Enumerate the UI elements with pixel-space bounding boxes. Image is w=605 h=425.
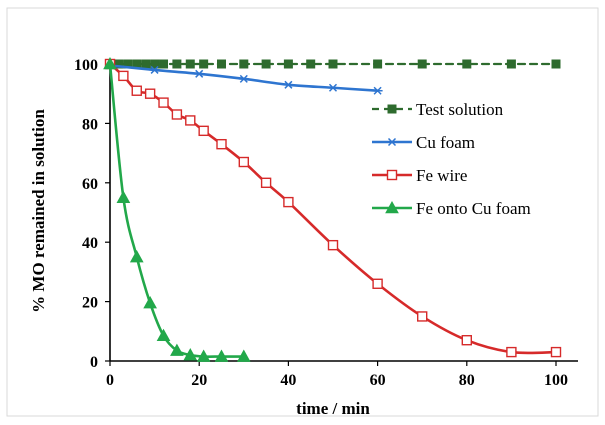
x-tick-label: 80 [459,372,475,389]
legend-label: Fe wire [416,166,467,185]
data-point [217,59,226,69]
data-point [260,177,272,189]
data-point [194,69,205,78]
data-point [283,59,293,69]
legend-item: Cu foam [372,133,475,152]
data-point [185,115,196,126]
data-point [159,59,169,69]
data-point [328,59,338,69]
x-tick-label: 0 [106,372,114,389]
data-point [172,59,182,69]
data-point [150,59,160,69]
data-point [372,278,383,289]
data-point [183,348,198,361]
legend-marker [386,169,398,181]
data-point [551,59,561,69]
data-point [261,59,271,69]
series-fe-onto-cu-foam [103,56,251,362]
data-point [283,196,294,208]
data-point [143,296,157,309]
y-tick-label: 100 [74,57,98,74]
x-tick-label: 100 [544,372,568,389]
data-point [103,56,117,70]
y-tick-label: 80 [82,116,98,133]
data-point [185,59,195,69]
legend-marker [387,104,397,114]
data-point [141,59,151,69]
data-point [283,80,294,89]
legend-label: Fe onto Cu foam [416,199,531,218]
data-point [417,311,428,322]
data-point [116,190,131,203]
x-axis-title: time / min [296,399,370,418]
x-ticks: 0 20 40 60 80 100 [106,361,568,389]
y-tick-label: 20 [82,295,98,312]
data-point [461,335,472,346]
x-tick-label: 40 [280,372,296,389]
legend-marker [385,200,399,214]
legend-marker [387,137,397,147]
data-point [239,59,249,69]
legend-item: Fe wire [372,166,467,185]
legend-label: Cu foam [416,133,475,152]
data-point [306,59,316,69]
data-point [129,250,144,263]
data-point [214,349,229,362]
y-axis-title: % MO remained in solution [29,109,48,313]
data-point [144,88,156,99]
data-point [238,74,249,83]
data-point [198,125,209,137]
data-point [506,346,517,358]
data-point [550,346,562,358]
axes [109,62,578,362]
data-point [199,59,209,69]
data-point [506,59,516,69]
series-test-solution [105,59,561,69]
data-point [238,156,250,168]
legend: Test solution Cu foam Fe wire Fe onto Cu fo… [372,100,531,218]
legend-item: Fe onto Cu foam [372,199,531,218]
series-layer [103,56,562,362]
legend-item: Test solution [372,100,504,119]
data-point [156,328,171,342]
y-tick-label: 0 [90,354,98,371]
data-point [372,86,383,95]
data-point [417,59,427,69]
data-point [373,59,383,69]
x-tick-label: 20 [191,372,207,389]
data-point [158,97,169,108]
chart-frame [6,7,599,417]
data-point [170,343,184,356]
data-point [118,70,129,82]
y-tick-label: 40 [82,235,98,252]
data-point [327,239,339,251]
data-point [328,83,338,92]
data-point [196,349,211,362]
legend-label: Test solution [416,100,504,119]
series-cu-foam [105,61,383,95]
x-tick-label: 60 [370,372,386,389]
data-point [131,85,142,96]
data-point [462,59,472,69]
data-point [171,109,183,120]
data-point [216,138,227,150]
data-point [236,349,251,362]
y-ticks: 0 20 40 60 80 100 [74,57,110,371]
series-line [108,62,246,358]
data-point [149,65,160,74]
y-tick-label: 60 [82,176,98,193]
